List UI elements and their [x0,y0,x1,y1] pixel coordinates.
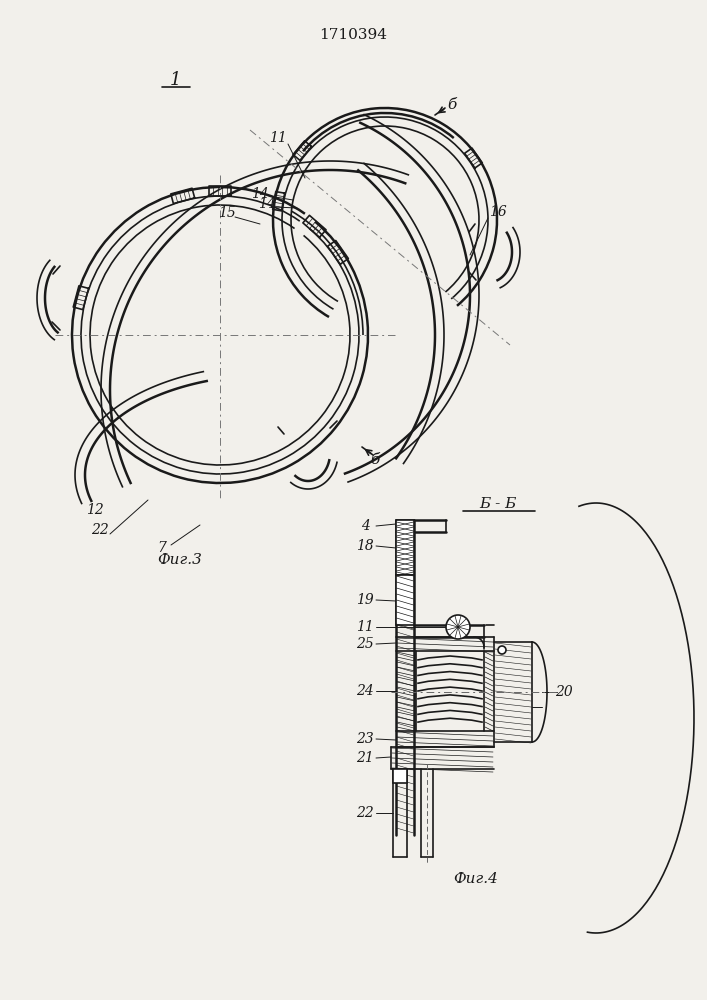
Text: 7: 7 [158,541,166,555]
Text: 11: 11 [356,620,374,634]
Text: 1710394: 1710394 [319,28,387,42]
Text: 19: 19 [356,593,374,607]
Text: 14: 14 [251,187,269,201]
Text: 14: 14 [258,197,276,211]
Text: б: б [370,453,380,467]
Text: Фиг.4: Фиг.4 [454,872,498,886]
Text: Фиг.3: Фиг.3 [158,553,202,567]
Text: 12: 12 [86,503,104,517]
Text: 16: 16 [489,205,507,219]
Text: 18: 18 [356,539,374,553]
Text: Б - Б: Б - Б [479,497,517,511]
Text: 4: 4 [361,519,370,533]
Text: б: б [448,98,457,112]
Text: 20: 20 [555,685,573,699]
Text: 23: 23 [356,732,374,746]
Bar [396,575,414,625]
Text: 25: 25 [356,637,374,651]
Text: 15: 15 [218,206,236,220]
Text: 1: 1 [169,71,181,89]
Text: 11: 11 [269,131,287,145]
Bar [396,520,414,575]
Text: 22: 22 [91,523,109,537]
Circle shape [446,615,470,639]
Text: 21: 21 [356,751,374,765]
Bar [393,769,407,783]
Circle shape [498,646,506,654]
Text: 22: 22 [356,806,374,820]
Text: 24: 24 [356,684,374,698]
